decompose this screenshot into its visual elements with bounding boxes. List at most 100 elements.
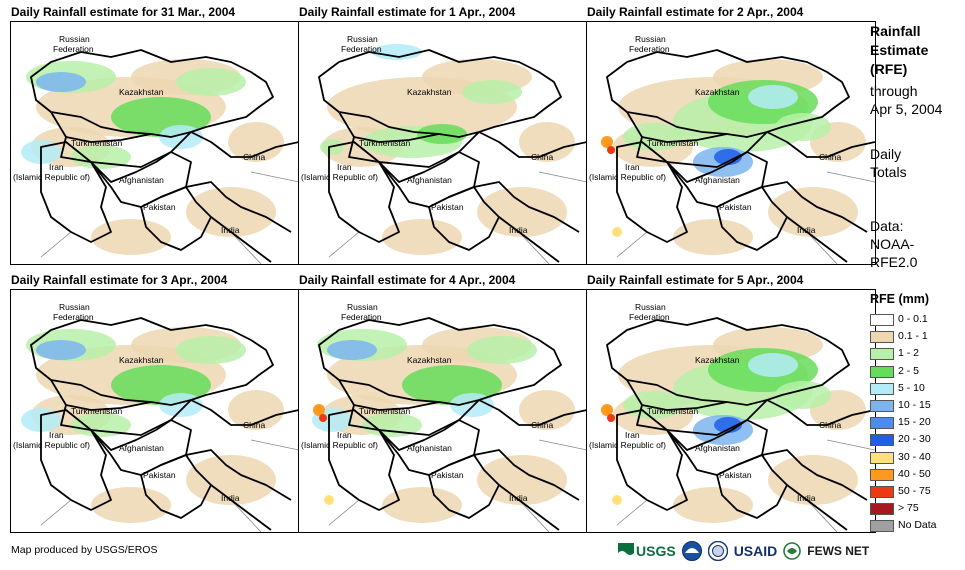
usgs-wave-icon <box>618 543 634 559</box>
country-border <box>40 409 112 511</box>
country-label: China <box>819 152 841 162</box>
legend-swatch <box>870 382 894 395</box>
side-through-line2: Apr 5, 2004 <box>870 101 943 117</box>
country-border <box>626 379 728 411</box>
legend-label: 20 - 30 <box>898 433 931 446</box>
country-label: India <box>797 493 816 503</box>
logo-bar: USGS USAID FEWS NET <box>618 538 869 564</box>
map-panel-2: Daily Rainfall estimate for 2 Apr., 2004… <box>586 5 876 265</box>
heavy-rain-spot <box>612 227 622 237</box>
country-border <box>318 317 562 406</box>
rainfall-area <box>477 187 567 237</box>
country-border <box>766 131 875 158</box>
country-label: Turkmenistan <box>359 138 410 148</box>
country-label: Turkmenistan <box>647 406 698 416</box>
heavy-rain-spot <box>601 136 613 148</box>
rainfall-area <box>228 122 284 162</box>
country-label: Afghanistan <box>695 443 740 453</box>
country-label: Pakistan <box>719 202 752 212</box>
country-label: Afghanistan <box>119 443 164 453</box>
rainfall-area <box>91 487 171 523</box>
country-label: China <box>819 420 841 430</box>
legend-swatch <box>870 399 894 412</box>
legend-label: 2 - 5 <box>898 364 920 377</box>
minor-border <box>538 439 587 451</box>
country-label: Russian <box>59 302 90 312</box>
legend-label: 10 - 15 <box>898 398 931 411</box>
country-label: Russian <box>347 302 378 312</box>
minor-border <box>250 171 299 183</box>
rainfall-area <box>176 336 246 364</box>
country-border <box>328 409 400 511</box>
legend-label: 0 - 0.1 <box>898 313 928 325</box>
country-border <box>185 449 292 501</box>
rainfall-area <box>768 455 858 505</box>
country-label: (Islamic Republic of) <box>589 440 666 450</box>
country-label: Afghanistan <box>119 175 164 185</box>
country-border <box>30 317 274 406</box>
credit-text: Map produced by USGS/EROS <box>11 544 158 556</box>
minor-border <box>518 231 550 264</box>
side-data-line2: NOAA- <box>870 236 915 252</box>
fews-globe-icon <box>783 542 802 560</box>
country-border <box>428 186 500 251</box>
heavy-rain-spot <box>601 404 613 416</box>
rainfall-area <box>372 44 422 60</box>
country-label: Federation <box>53 44 94 54</box>
country-label: India <box>221 225 240 235</box>
side-daily-line1: Daily <box>870 146 902 162</box>
legend-label: 1 - 2 <box>898 347 920 360</box>
country-label: Kazakhstan <box>407 355 452 365</box>
country-border <box>478 399 587 426</box>
side-data-line3: RFE2.0 <box>870 254 918 270</box>
rainfall-area <box>176 68 246 96</box>
map-panel-4: Daily Rainfall estimate for 4 Apr., 2004… <box>298 273 588 533</box>
usgs-logo: USGS <box>618 543 676 559</box>
country-border <box>210 484 272 531</box>
rainfall-map: Russian Federation Kazakhstan Turkmenistan C… <box>298 289 588 533</box>
map-panel-3: Daily Rainfall estimate for 3 Apr., 2004… <box>10 273 300 533</box>
country-border <box>30 49 274 138</box>
legend-swatch <box>870 365 894 378</box>
country-border <box>338 111 440 143</box>
rainfall-area <box>467 336 537 364</box>
dos-seal-icon <box>707 541 728 561</box>
side-title-line1: Rainfall <box>870 23 921 39</box>
usaid-logo-text: USAID <box>733 543 778 559</box>
noaa-logo-icon <box>681 541 702 561</box>
rainfall-map: Russian Federation Kazakhstan Turkmenistan C… <box>10 289 300 533</box>
rainfall-area <box>186 455 276 505</box>
rainfall-area <box>327 340 377 360</box>
country-border <box>210 216 272 263</box>
rainfall-area <box>673 219 753 255</box>
rainfall-area <box>91 219 171 255</box>
legend-label: 0.1 - 1 <box>898 330 928 343</box>
rainfall-area <box>71 413 131 437</box>
country-border <box>140 454 212 519</box>
country-border <box>140 186 212 251</box>
rainfall-area <box>748 353 798 377</box>
legend-swatch <box>870 468 894 481</box>
country-border <box>428 454 500 519</box>
rainfall-area <box>36 340 86 360</box>
rainfall-area <box>519 122 575 162</box>
rainfall-area <box>673 487 753 523</box>
country-label: China <box>531 420 553 430</box>
minor-border <box>518 499 550 532</box>
minor-border <box>250 439 299 451</box>
country-label: (Islamic Republic of) <box>589 172 666 182</box>
country-label: China <box>531 152 553 162</box>
rainfall-area <box>382 487 462 523</box>
country-label: India <box>797 225 816 235</box>
country-label: Kazakhstan <box>695 87 740 97</box>
minor-border <box>616 231 648 258</box>
rainfall-area <box>36 72 86 92</box>
rainfall-area <box>71 145 131 169</box>
panel-title: Daily Rainfall estimate for 2 Apr., 2004 <box>587 5 804 19</box>
minor-border <box>538 171 587 183</box>
legend-label: 40 - 50 <box>898 467 931 480</box>
country-label: Kazakhstan <box>119 87 164 97</box>
panel-title: Daily Rainfall estimate for 5 Apr., 2004 <box>587 273 804 287</box>
country-border <box>786 484 848 531</box>
country-border <box>616 409 688 511</box>
